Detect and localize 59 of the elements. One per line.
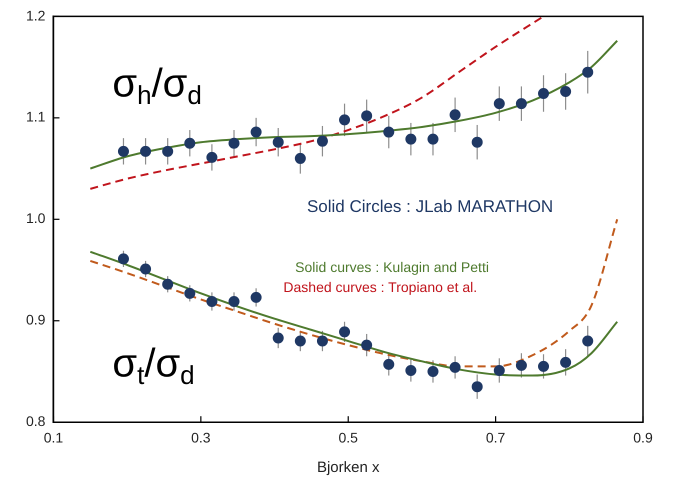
point: [361, 340, 372, 351]
point: [405, 134, 416, 145]
y-tick-label: 1.2: [26, 7, 46, 24]
x-tick-label: 0.1: [44, 429, 64, 446]
point: [294, 152, 306, 164]
y-tick-label: 1.0: [26, 210, 46, 226]
point: [162, 278, 174, 290]
y-tick-label: 0.8: [26, 413, 46, 430]
point: [184, 288, 196, 299]
point: [538, 88, 550, 99]
x-tick-label: 0.9: [633, 429, 653, 446]
x-tick-label: 0.5: [338, 429, 358, 446]
annotation: Solid Circles : JLab MARATHON: [306, 196, 554, 216]
x-axis-title: Bjorken x: [316, 459, 380, 476]
point: [516, 98, 527, 110]
x-tick-label: 0.7: [486, 429, 506, 446]
point: [472, 136, 483, 148]
point: [560, 86, 572, 97]
point: [560, 356, 572, 368]
point: [294, 336, 306, 347]
point: [272, 332, 284, 344]
point: [427, 134, 438, 145]
point: [339, 114, 350, 126]
point: [450, 362, 461, 373]
point: [427, 366, 438, 377]
point: [250, 292, 262, 303]
point: [582, 336, 594, 347]
annotation: Dashed curves : Tropiano et al.: [283, 279, 478, 296]
point: [361, 110, 372, 122]
point: [494, 364, 505, 376]
point: [450, 109, 461, 120]
point: [582, 66, 594, 78]
point: [118, 146, 129, 157]
point: [383, 126, 394, 138]
point: [316, 336, 328, 347]
point: [206, 152, 218, 163]
point: [494, 98, 505, 110]
point: [228, 296, 240, 307]
point: [538, 360, 550, 372]
y-tick-label: 1.1: [26, 108, 46, 125]
line-series: [89, 40, 618, 170]
y-tick-label: 0.9: [26, 312, 46, 328]
annotation: Solid curves : Kulagin and Petti: [295, 258, 489, 275]
point: [140, 264, 152, 275]
point: [316, 136, 328, 147]
point: [472, 381, 483, 392]
point: [272, 136, 284, 148]
point: [405, 364, 416, 376]
point: [383, 358, 394, 370]
point: [206, 296, 218, 307]
point: [339, 326, 350, 338]
point: [184, 138, 196, 149]
x-tick-label: 0.3: [191, 429, 211, 446]
point: [516, 360, 527, 371]
point: [162, 146, 174, 157]
point: [140, 146, 152, 157]
point: [250, 126, 262, 138]
point: [228, 138, 240, 149]
point: [118, 253, 129, 264]
